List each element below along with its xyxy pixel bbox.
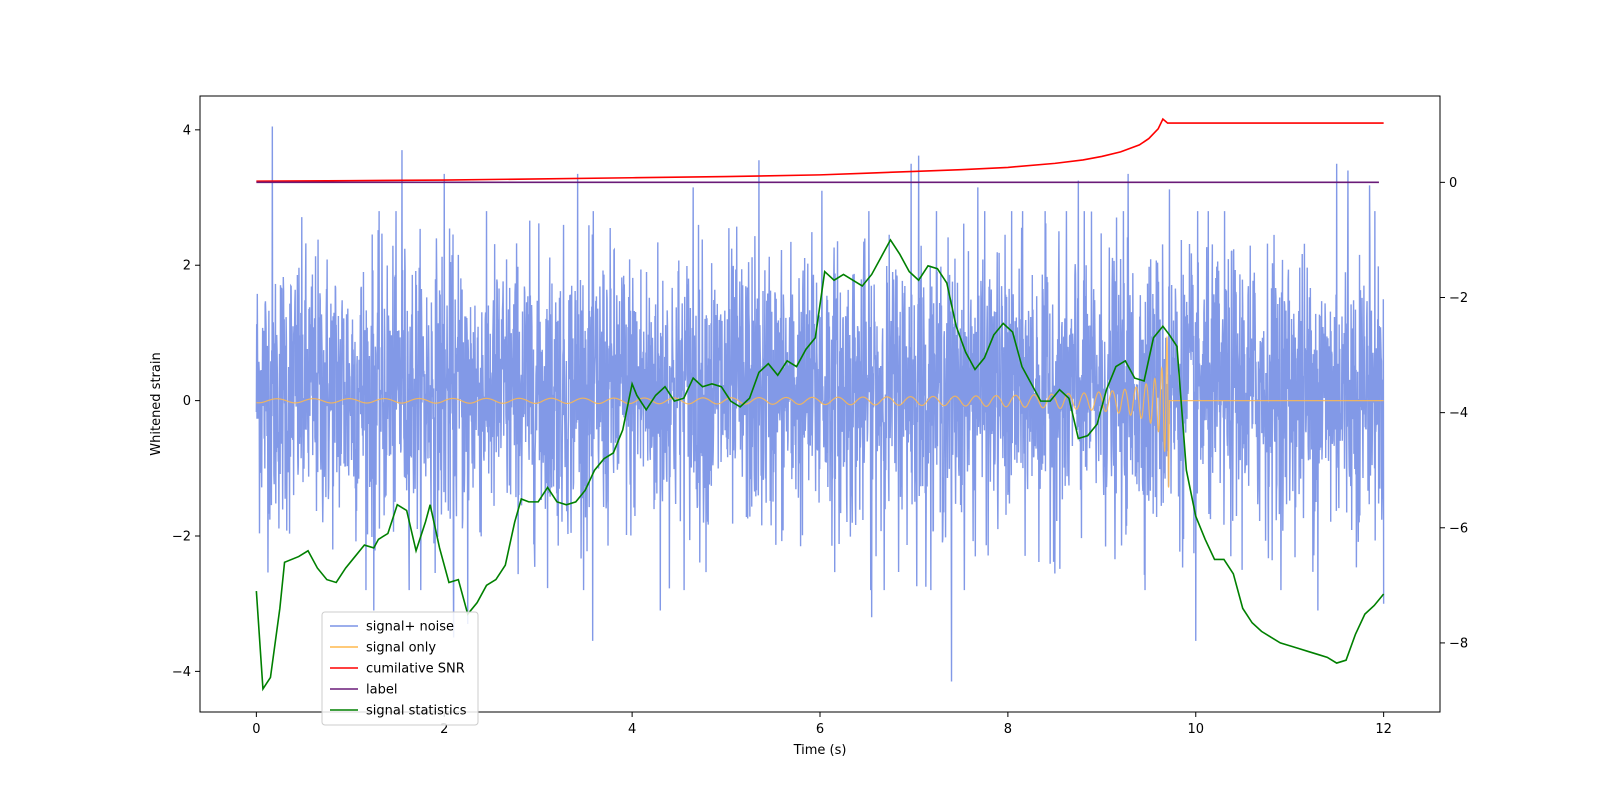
x-tick-label: 0: [252, 722, 260, 737]
legend: signal+ noise signal only cumilative SNR la…: [321, 611, 479, 726]
y2-tick-label: −6: [1449, 521, 1468, 536]
series-line: [255, 238, 1385, 692]
y2-tick-label: 0: [1449, 176, 1457, 191]
legend-label: label: [366, 683, 397, 698]
legend-label: signal statistics: [366, 704, 467, 719]
y-tick-label: −2: [172, 530, 191, 545]
series-line: [256, 117, 1384, 182]
x-tick-label: 2: [440, 722, 448, 737]
legend-label: signal+ noise: [366, 620, 454, 635]
x-tick-label: 4: [628, 722, 636, 737]
y-tick-label: 0: [183, 394, 191, 409]
x-tick-label: 12: [1375, 722, 1392, 737]
legend-label: cumilative SNR: [366, 662, 465, 677]
y2-tick-label: −8: [1449, 636, 1468, 651]
y2-tick-label: −2: [1449, 291, 1468, 306]
axes: 0 2 4 6 8 10 12 −4 −2 0 2 4 −8 −6 −4 −2 0: [172, 123, 1468, 737]
x-axis-label: Time (s): [793, 743, 847, 758]
series-line: [256, 336, 1384, 488]
x-tick-label: 6: [816, 722, 824, 737]
y2-tick-label: −4: [1449, 406, 1468, 421]
legend-box: [321, 611, 479, 726]
legend-label: signal only: [366, 641, 436, 656]
y-axis-label: Whitened strain: [149, 352, 164, 455]
plot-area: [255, 117, 1385, 692]
y-tick-label: 2: [183, 259, 191, 274]
series-line: [255, 126, 1385, 682]
y-tick-label: 4: [183, 123, 191, 138]
x-tick-label: 8: [1004, 722, 1012, 737]
y-tick-label: −4: [172, 665, 191, 680]
x-tick-label: 10: [1187, 722, 1204, 737]
